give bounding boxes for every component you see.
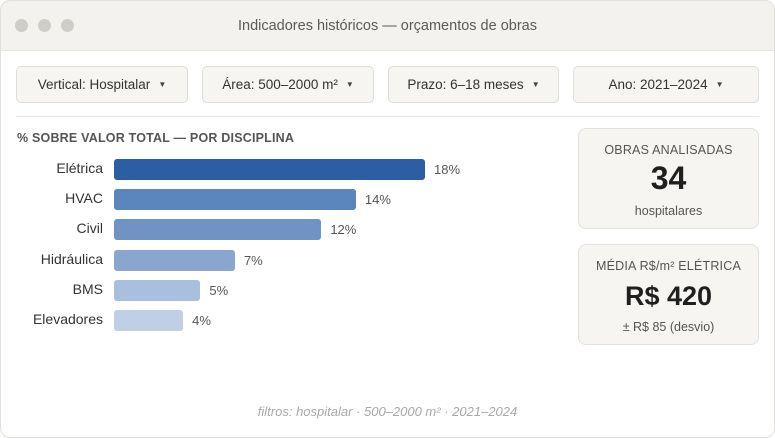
bar — [114, 159, 425, 180]
caret-down-icon: ▼ — [158, 80, 167, 89]
bar-value-label: 7% — [243, 252, 263, 268]
bar — [114, 249, 235, 271]
caret-down-icon: ▼ — [531, 80, 540, 89]
bar-category-label: Civil — [76, 220, 103, 237]
bar-category-label: Elevadores — [32, 311, 103, 327]
bar-value-label: 5% — [209, 282, 229, 298]
bar-category-label: Elétrica — [56, 160, 103, 176]
bar — [114, 219, 322, 241]
title-bar: Indicadores históricos — orçamentos de o… — [1, 1, 774, 51]
caret-down-icon: ▼ — [345, 80, 354, 89]
divider — [16, 116, 759, 117]
bar-row: Elevadores 4% — [1, 310, 561, 331]
bar-category-label: HVAC — [65, 190, 103, 207]
bar-category-label: Hidráulica — [40, 250, 103, 267]
close-window-icon[interactable] — [15, 19, 28, 32]
maximize-window-icon[interactable] — [61, 19, 74, 32]
bar — [114, 189, 356, 211]
bar-value-label: 4% — [192, 313, 211, 328]
bar-row: HVAC 14% — [1, 189, 561, 211]
filter-ano-label: Ano: 2021–2024 — [608, 77, 708, 92]
bar-chart: Elétrica 18% HVAC 14% Civil 12% Hidráulica 7% BM… — [1, 151, 561, 341]
obras-card-sub: hospitalares — [634, 204, 703, 218]
bar-value-label: 12% — [330, 222, 357, 238]
filter-prazo-dropdown[interactable]: Prazo: 6–18 meses ▼ — [388, 66, 559, 103]
filter-area-dropdown[interactable]: Área: 500–2000 m² ▼ — [202, 66, 374, 103]
bar-category-label: BMS — [72, 280, 103, 297]
bar-row: BMS 5% — [1, 279, 561, 301]
chart-title: % SOBRE VALOR TOTAL — POR DISCIPLINA — [17, 131, 295, 145]
obras-analisadas-card: OBRAS ANALISADAS 34 hospitalares — [578, 128, 759, 229]
media-card-sub: ± R$ 85 (desvio) — [622, 320, 715, 334]
media-eletrica-card: MÉDIA R$/m² ELÉTRICA R$ 420 ± R$ 85 (des… — [578, 244, 759, 345]
bar-row: Civil 12% — [1, 219, 561, 241]
media-card-value: R$ 420 — [624, 281, 713, 311]
bar-value-label: 18% — [434, 162, 461, 177]
filter-area-label: Área: 500–2000 m² — [222, 77, 338, 92]
filters-summary: filtros: hospitalar · 500–2000 m² · 2021… — [257, 404, 518, 419]
obras-card-value: 34 — [650, 160, 687, 196]
filter-vertical-dropdown[interactable]: Vertical: Hospitalar ▼ — [16, 66, 188, 103]
bar-value-label: 14% — [364, 192, 391, 208]
filter-vertical-label: Vertical: Hospitalar — [37, 77, 151, 92]
obras-card-label: OBRAS ANALISADAS — [604, 143, 733, 157]
bar — [114, 279, 201, 301]
media-card-label: MÉDIA R$/m² ELÉTRICA — [596, 259, 741, 273]
window-title: Indicadores históricos — orçamentos de o… — [237, 18, 537, 34]
minimize-window-icon[interactable] — [38, 19, 51, 32]
filter-prazo-label: Prazo: 6–18 meses — [407, 77, 524, 92]
bar-row: Elétrica 18% — [1, 159, 561, 180]
caret-down-icon: ▼ — [715, 80, 724, 89]
bar-row: Hidráulica 7% — [1, 249, 561, 271]
bar — [114, 310, 184, 331]
filter-ano-dropdown[interactable]: Ano: 2021–2024 ▼ — [573, 66, 759, 103]
